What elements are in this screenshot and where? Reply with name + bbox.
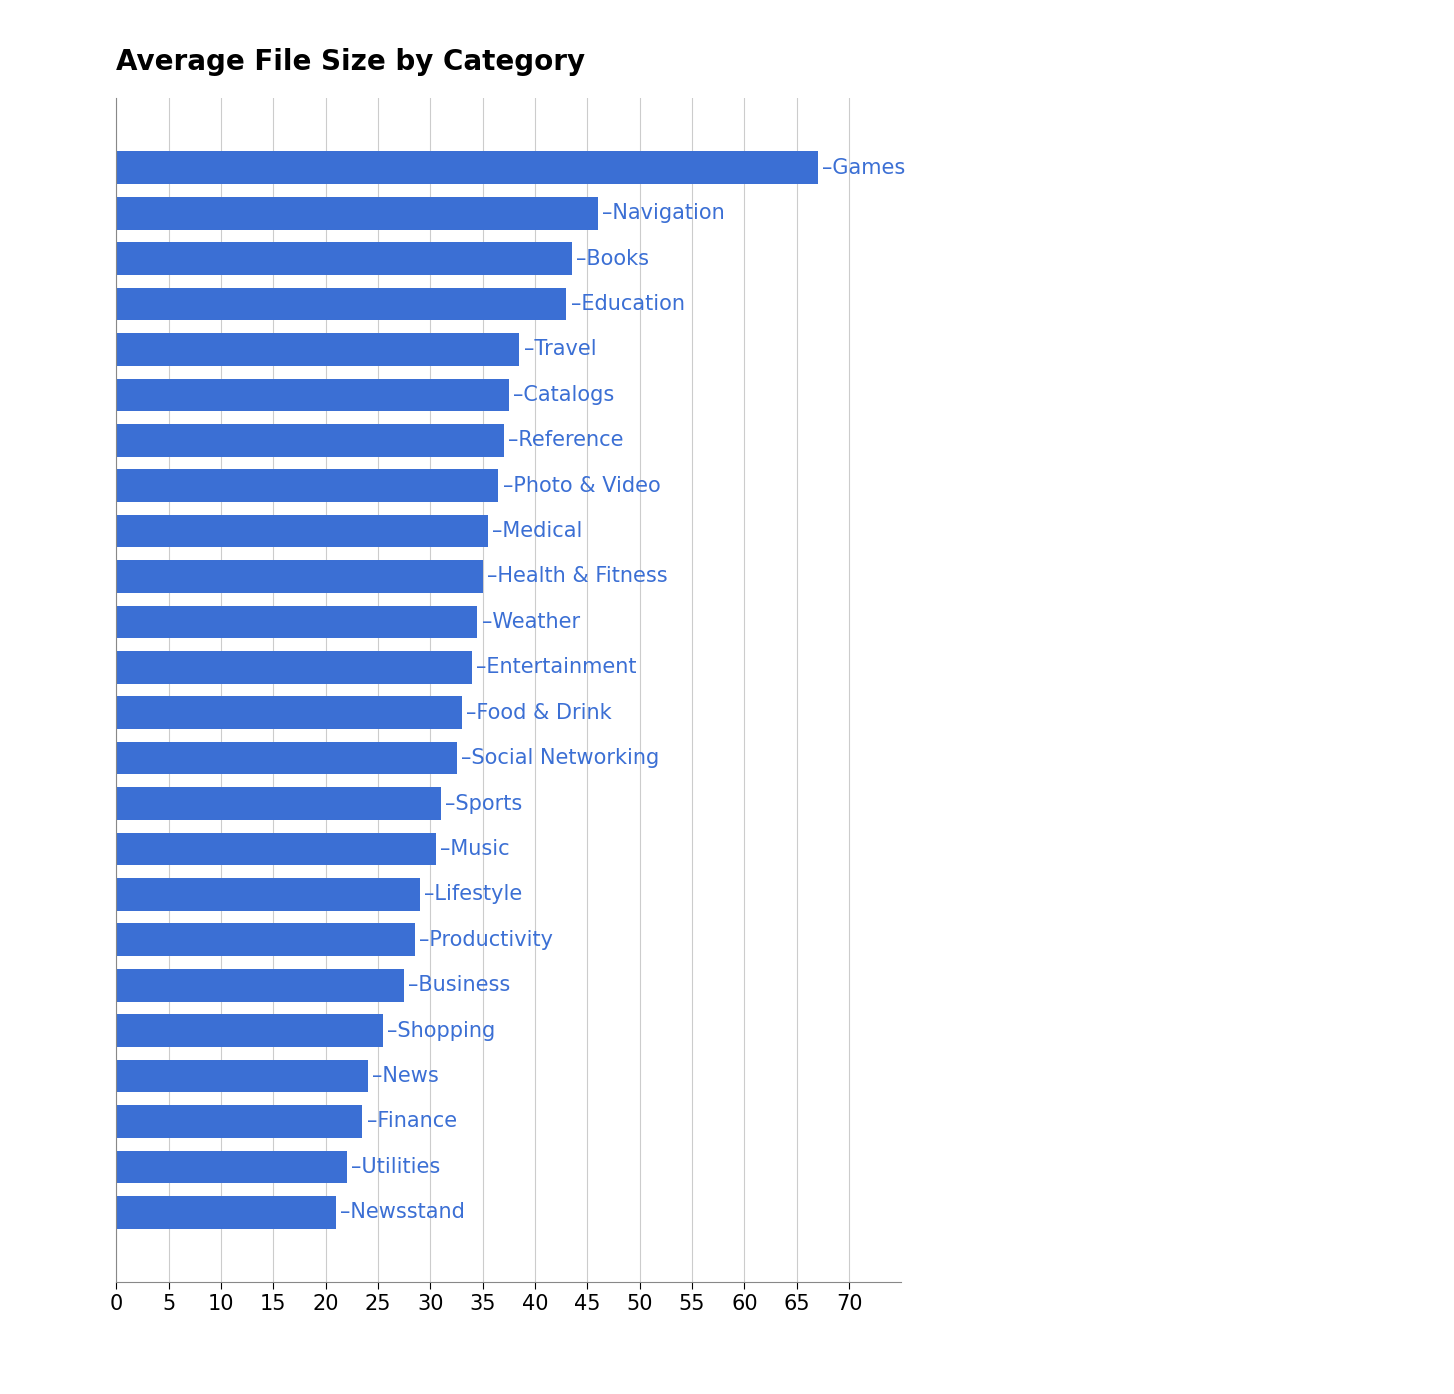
Text: –Shopping: –Shopping xyxy=(387,1020,496,1041)
Text: –Weather: –Weather xyxy=(481,612,580,631)
Bar xyxy=(116,923,414,956)
Text: –Newsstand: –Newsstand xyxy=(340,1202,465,1223)
Text: –Games: –Games xyxy=(822,158,906,178)
Text: –Books: –Books xyxy=(576,248,648,269)
Bar xyxy=(116,605,477,638)
Text: –Health & Fitness: –Health & Fitness xyxy=(487,566,667,587)
Bar xyxy=(116,1150,346,1184)
Bar xyxy=(116,197,598,230)
Bar xyxy=(116,832,436,866)
Text: –Education: –Education xyxy=(570,294,685,314)
Bar xyxy=(116,788,441,820)
Bar xyxy=(116,1015,384,1047)
Bar xyxy=(116,243,571,275)
Text: –Entertainment: –Entertainment xyxy=(477,658,637,677)
Text: –Music: –Music xyxy=(439,839,509,859)
Text: –Business: –Business xyxy=(409,976,510,995)
Bar xyxy=(116,152,817,184)
Text: –Sports: –Sports xyxy=(445,793,522,814)
Text: –Lifestyle: –Lifestyle xyxy=(425,884,522,905)
Text: –Social Networking: –Social Networking xyxy=(461,749,659,768)
Bar xyxy=(116,424,503,457)
Text: –Reference: –Reference xyxy=(507,431,624,450)
Text: –Finance: –Finance xyxy=(366,1111,457,1132)
Bar xyxy=(116,287,567,321)
Text: –Medical: –Medical xyxy=(491,521,583,541)
Text: –News: –News xyxy=(372,1066,439,1086)
Bar xyxy=(116,651,473,683)
Bar xyxy=(116,379,509,411)
Text: Average File Size by Category: Average File Size by Category xyxy=(116,47,586,75)
Text: –Food & Drink: –Food & Drink xyxy=(465,703,612,722)
Text: –Catalogs: –Catalogs xyxy=(513,385,615,404)
Bar xyxy=(116,1059,368,1093)
Bar xyxy=(116,878,420,910)
Bar xyxy=(116,742,457,775)
Bar xyxy=(116,333,519,365)
Text: –Navigation: –Navigation xyxy=(602,204,726,223)
Bar xyxy=(116,1105,362,1138)
Bar xyxy=(116,514,489,548)
Text: –Utilities: –Utilities xyxy=(350,1157,441,1177)
Bar xyxy=(116,969,404,1001)
Text: –Productivity: –Productivity xyxy=(419,930,553,949)
Bar xyxy=(116,1196,336,1228)
Bar xyxy=(116,560,483,592)
Text: –Photo & Video: –Photo & Video xyxy=(503,475,660,496)
Bar xyxy=(116,470,499,502)
Bar xyxy=(116,697,462,729)
Text: –Travel: –Travel xyxy=(523,339,596,360)
